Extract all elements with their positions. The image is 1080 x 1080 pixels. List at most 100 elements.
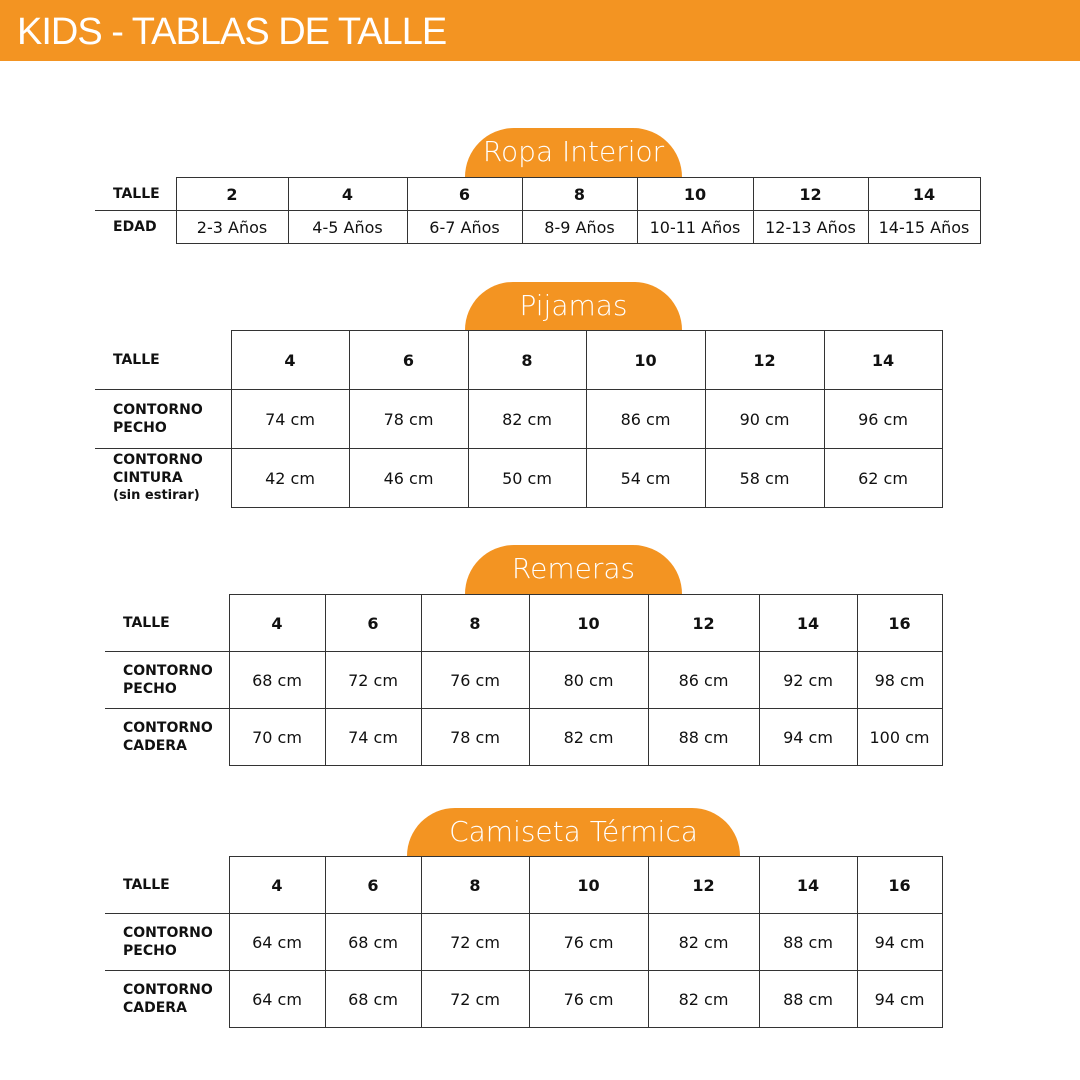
row-label: TALLE [95, 330, 231, 390]
size-header-cell: 16 [856, 856, 943, 914]
size-header-cell: 4 [230, 330, 350, 390]
size-header-cell: 16 [856, 594, 943, 652]
row-label-line: CINTURA [113, 470, 183, 487]
measure-cell: 98 cm [856, 651, 943, 709]
row-label-line: PECHO [123, 681, 177, 697]
row-label-line: CADERA [123, 1000, 187, 1017]
row-label: CONTORNO CADERA [105, 709, 229, 766]
size-header-cell: 4 [287, 177, 408, 211]
measure-cell: 50 cm [467, 448, 587, 508]
measure-cell: 68 cm [228, 651, 326, 709]
size-header-cell: 6 [348, 330, 469, 390]
size-header-cell: 10 [585, 330, 706, 390]
size-header-cell: 14 [758, 856, 858, 914]
section-title-tab: Pijamas [465, 282, 682, 330]
row-label-line: CONTORNO [113, 402, 203, 418]
size-header-cell: 8 [521, 177, 638, 211]
measure-cell: 68 cm [324, 970, 422, 1028]
row-label: TALLE [105, 594, 229, 652]
row-label-line: (sin estirar) [113, 488, 200, 504]
measure-cell: 82 cm [467, 389, 587, 449]
size-header-cell: 8 [420, 594, 530, 652]
measure-cell: 46 cm [348, 448, 469, 508]
measure-cell: 90 cm [704, 389, 825, 449]
size-header-cell: 12 [704, 330, 825, 390]
size-header-cell: 8 [420, 856, 530, 914]
measure-cell: 74 cm [324, 708, 422, 766]
measure-cell: 88 cm [758, 913, 858, 971]
size-header-cell: 12 [752, 177, 869, 211]
size-header-cell: 14 [823, 330, 943, 390]
measure-cell: 74 cm [230, 389, 350, 449]
measure-cell: 54 cm [585, 448, 706, 508]
measure-cell: 62 cm [823, 448, 943, 508]
table-row: CONTORNO CADERA 64 cm 68 cm 72 cm 76 cm 82 cm 8… [105, 970, 943, 1028]
size-header-cell: 8 [467, 330, 587, 390]
measure-cell: 58 cm [704, 448, 825, 508]
table-row: CONTORNO CADERA 70 cm 74 cm 78 cm 82 cm 88 cm 9… [105, 708, 943, 766]
section-title-tab: Remeras [465, 545, 682, 594]
row-label: CONTORNO CADERA [105, 971, 229, 1028]
table-row: TALLE 4 6 8 10 12 14 [95, 330, 943, 390]
measure-cell: 86 cm [647, 651, 760, 709]
row-label: CONTORNO PECHO [95, 389, 231, 449]
row-label-line: PECHO [113, 420, 167, 436]
row-label-line: PECHO [123, 943, 177, 959]
row-label: EDAD [95, 211, 176, 244]
size-header-cell: 4 [228, 594, 326, 652]
measure-cell: 64 cm [228, 913, 326, 971]
measure-cell: 78 cm [420, 708, 530, 766]
row-label: CONTORNO CINTURA (sin estirar) [95, 449, 231, 508]
section-title-tab: Camiseta Térmica [407, 808, 740, 856]
measure-cell: 76 cm [528, 970, 649, 1028]
measure-cell: 94 cm [758, 708, 858, 766]
row-label-line: CONTORNO [123, 720, 213, 737]
row-label-line: CONTORNO [113, 452, 203, 469]
section-title: Ropa Interior [482, 135, 665, 168]
size-header-cell: 2 [175, 177, 289, 211]
row-label-line: TALLE [123, 876, 170, 893]
measure-cell: 94 cm [856, 913, 943, 971]
size-header-cell: 14 [758, 594, 858, 652]
table-row: TALLE 4 6 8 10 12 14 16 [105, 594, 943, 652]
measure-cell: 14-15 Años [867, 210, 981, 244]
size-header-cell: 6 [406, 177, 523, 211]
table-row: TALLE 4 6 8 10 12 14 16 [105, 856, 943, 914]
measure-cell: 42 cm [230, 448, 350, 508]
size-header-cell: 10 [528, 856, 649, 914]
size-table: TALLE 4 6 8 10 12 14 CONTORNO PECHO 74 cm 78 cm 82 … [95, 330, 943, 508]
measure-cell: 72 cm [420, 970, 530, 1028]
measure-cell: 80 cm [528, 651, 649, 709]
size-header-cell: 12 [647, 856, 760, 914]
row-label-line: TALLE [123, 614, 170, 631]
measure-cell: 4-5 Años [287, 210, 408, 244]
measure-cell: 10-11 Años [636, 210, 754, 244]
table-row: CONTORNO CINTURA (sin estirar) 42 cm 46 cm 50… [95, 448, 943, 508]
page-title: KIDS - TABLAS DE TALLE [17, 11, 447, 53]
size-table: TALLE 4 6 8 10 12 14 16 CONTORNO PECHO 64 cm 68 cm 7… [105, 856, 943, 1028]
measure-cell: 2-3 Años [175, 210, 289, 244]
measure-cell: 86 cm [585, 389, 706, 449]
row-label: TALLE [95, 177, 176, 211]
row-label: CONTORNO PECHO [105, 913, 229, 971]
table-row: CONTORNO PECHO 68 cm 72 cm 76 cm 80 cm 86 cm 92… [105, 651, 943, 709]
measure-cell: 88 cm [758, 970, 858, 1028]
measure-cell: 70 cm [228, 708, 326, 766]
size-header-cell: 10 [528, 594, 649, 652]
measure-cell: 76 cm [528, 913, 649, 971]
size-table: TALLE 2 4 6 8 10 12 14 EDAD 2-3 Años 4-5 Años 6-7 A… [95, 177, 981, 244]
measure-cell: 100 cm [856, 708, 943, 766]
table-row: TALLE 2 4 6 8 10 12 14 [95, 177, 981, 211]
measure-cell: 96 cm [823, 389, 943, 449]
row-label-line: TALLE [113, 185, 160, 202]
row-label: CONTORNO PECHO [105, 651, 229, 709]
size-header-cell: 14 [867, 177, 981, 211]
size-header-cell: 4 [228, 856, 326, 914]
section-title-tab: Ropa Interior [465, 128, 682, 177]
size-table: TALLE 4 6 8 10 12 14 16 CONTORNO PECHO 68 cm 72 cm 7… [105, 594, 943, 766]
size-header-cell: 10 [636, 177, 754, 211]
row-label-line: TALLE [113, 351, 160, 368]
size-header-cell: 6 [324, 594, 422, 652]
section-title: Camiseta Térmica [449, 815, 698, 848]
measure-cell: 82 cm [647, 970, 760, 1028]
